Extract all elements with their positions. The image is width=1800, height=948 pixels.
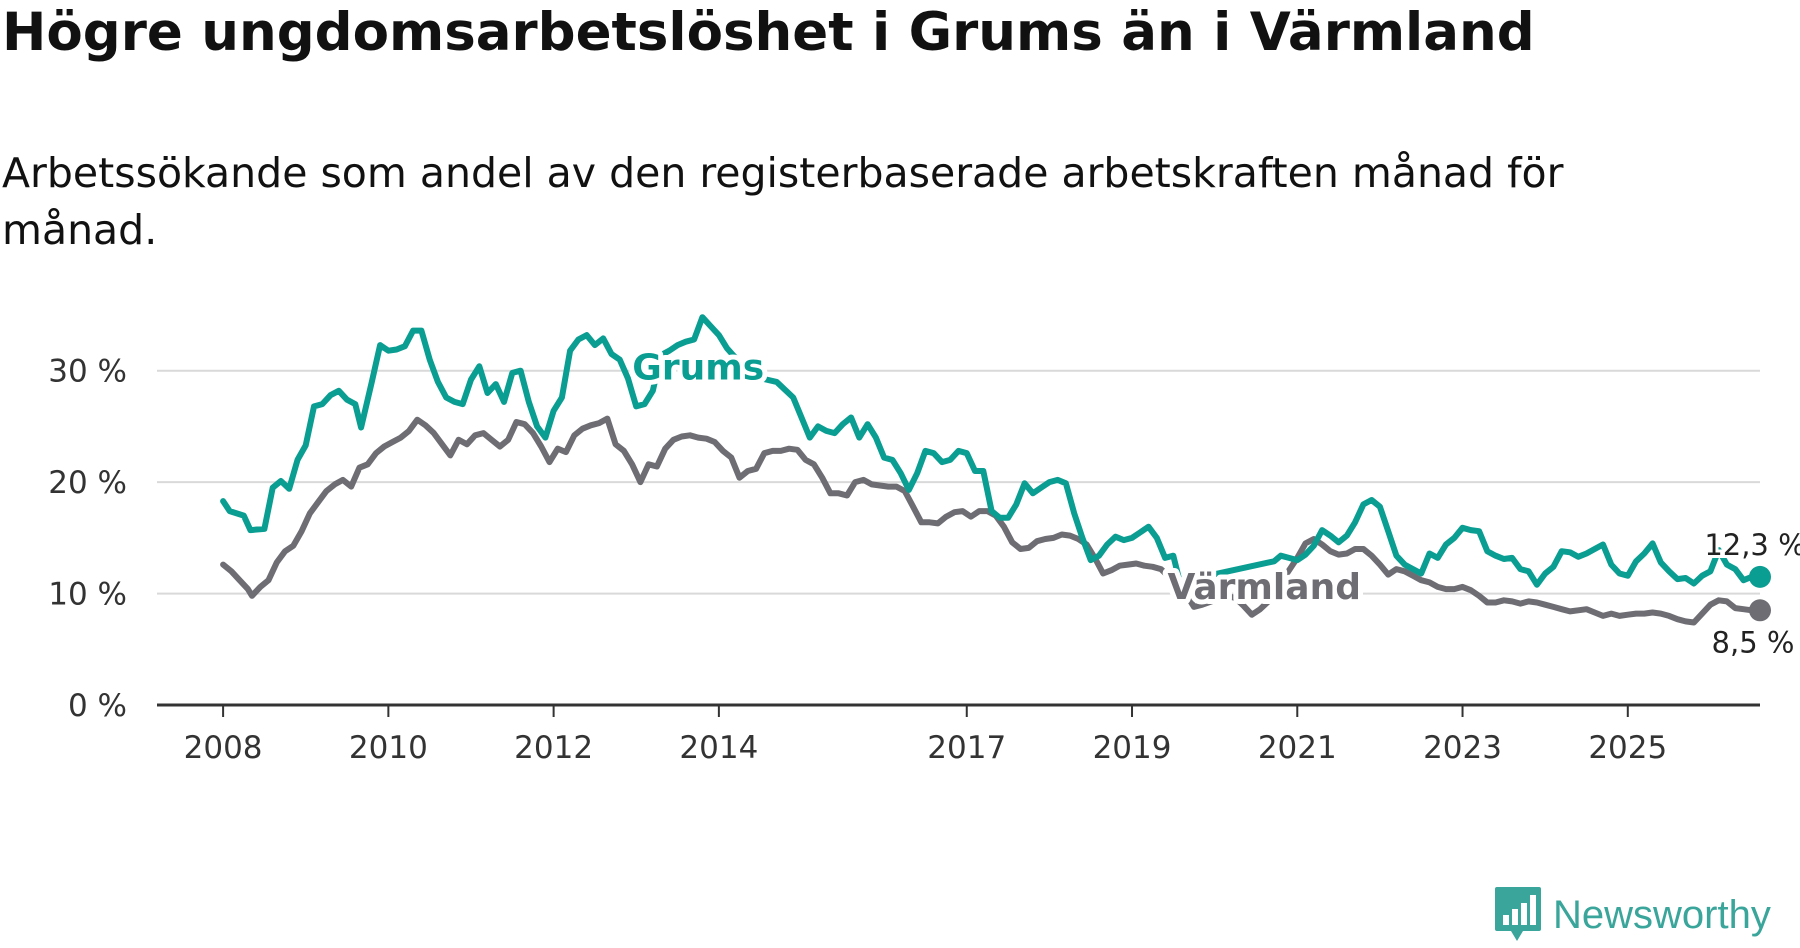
series-label-grums-halo: Grums: [632, 348, 764, 389]
end-point-vrmland: [1749, 599, 1771, 622]
newsworthy-logo-icon: [1495, 887, 1541, 941]
brand-logo: Newsworthy: [1493, 885, 1771, 945]
x-tick-label: 2025: [1588, 730, 1667, 766]
x-tick-label: 2014: [679, 730, 758, 766]
chart-title: Högre ungdomsarbetslöshet i Grums än i V…: [2, 2, 1535, 63]
y-tick-label: 30 %: [48, 354, 127, 390]
series-line-vrmland: [220, 415, 1763, 626]
series-label-varmland-text: Värmland: [1167, 567, 1360, 608]
x-tick-label: 2012: [514, 730, 593, 766]
x-tick-label: 2010: [349, 730, 428, 766]
x-tick-label: 2023: [1423, 730, 1502, 766]
x-tick-label: 2019: [1093, 730, 1172, 766]
chart-subtitle: Arbetssökande som andel av den registerb…: [2, 149, 1564, 254]
end-label-grums: 12,3 %: [1704, 528, 1800, 562]
series-label-grums-text: Grums: [632, 348, 764, 389]
series-label-varmland-halo: Värmland: [1167, 567, 1360, 608]
end-label-varmland: 8,5 %: [1712, 625, 1795, 659]
x-tick-label: 2017: [927, 730, 1006, 766]
series-line-grums: [220, 314, 1763, 588]
brand-name: Newsworthy: [1553, 892, 1771, 937]
y-tick-label: 0 %: [68, 688, 127, 724]
y-tick-label: 20 %: [48, 465, 127, 501]
end-point-grums: [1749, 565, 1771, 588]
x-tick-label: 2021: [1258, 730, 1337, 766]
x-tick-label: 2008: [184, 730, 263, 766]
y-tick-label: 10 %: [48, 577, 127, 613]
